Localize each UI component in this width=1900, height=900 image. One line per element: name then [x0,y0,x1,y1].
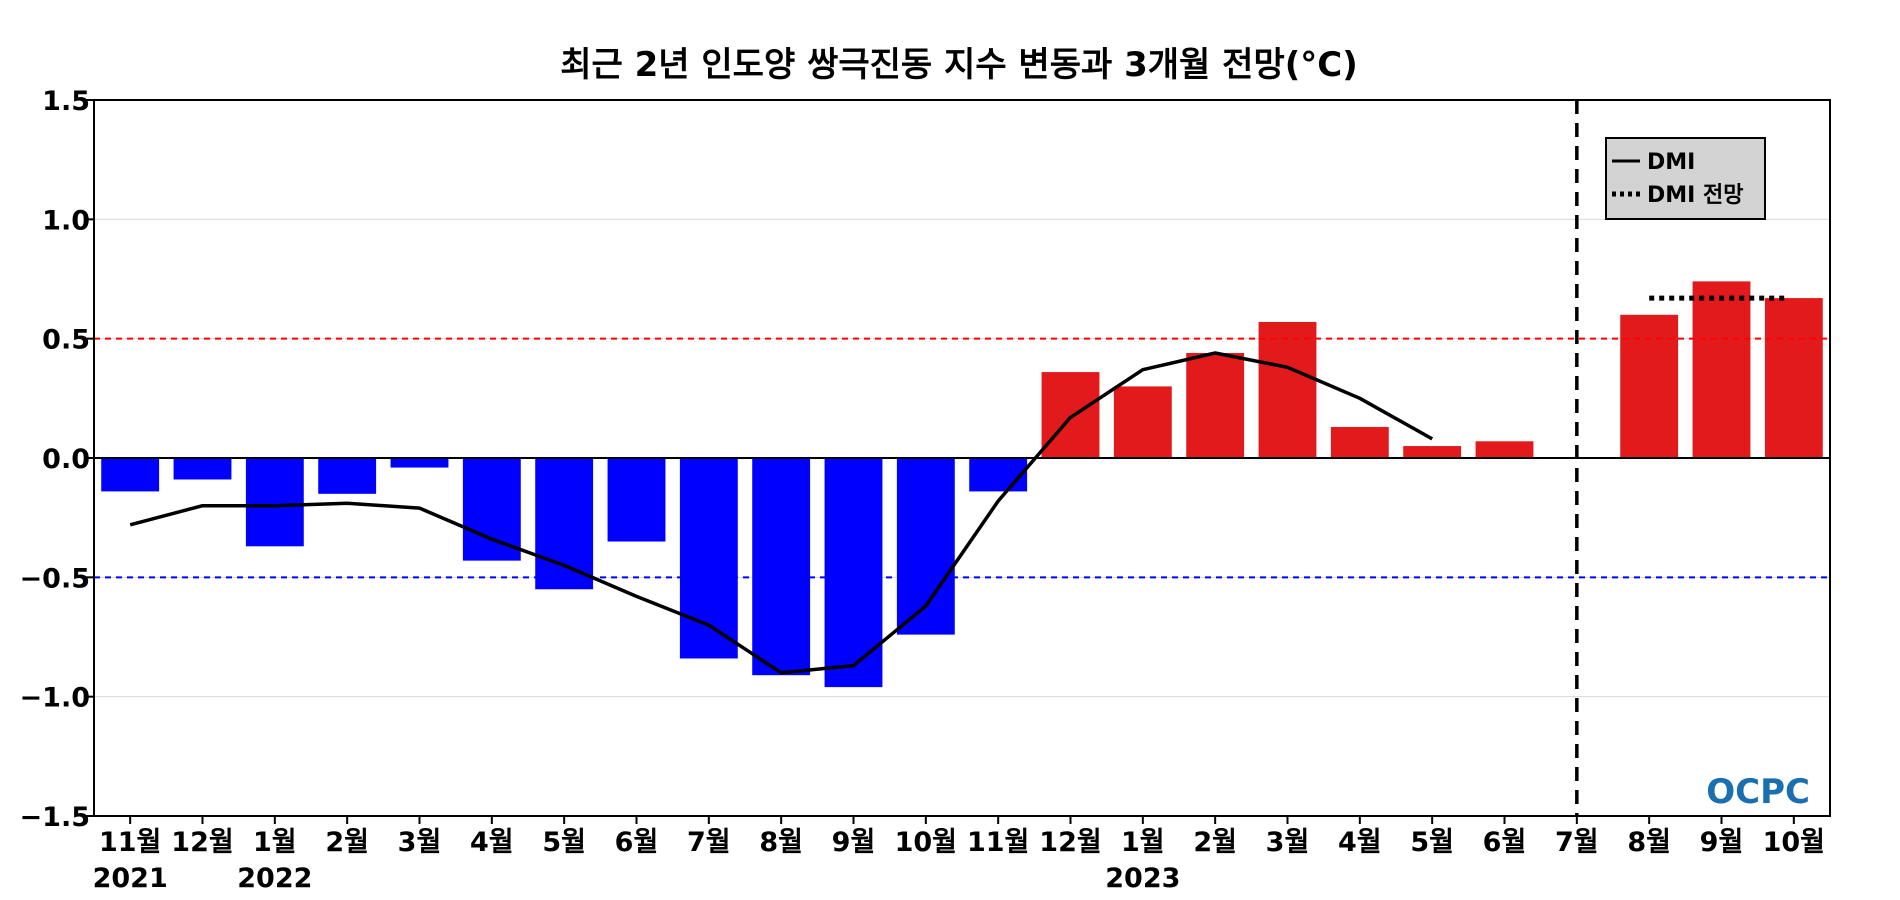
x-tick-label: 6월 [615,827,659,858]
bar-19 [1475,441,1534,458]
x-tick-label: 11월 [967,827,1029,858]
y-tick-label: 1.0 [42,205,90,236]
bar-14 [1113,386,1172,458]
bar-7 [607,458,666,542]
bar-21 [1620,314,1679,458]
y-tick-label: −1.5 [20,802,90,833]
x-tick-label: 5월 [1410,827,1454,858]
x-tick-label: 7월 [1555,827,1599,858]
bar-17 [1330,426,1389,458]
x-tick-label: 5월 [542,827,586,858]
bar-13 [1041,372,1100,458]
bar-4 [390,458,449,468]
legend: DMI DMI 전망 [1605,137,1766,220]
x-tick-label: 11월 [99,827,161,858]
x-axis: 11월 12월 1월 2월 3월 4월 5월 6월 7월 8월 9월 10월 11월 12월 1월 2월 3월 4… [93,816,1825,894]
ocpc-logo: OCPC [1706,772,1810,812]
dmi-line [129,351,1434,675]
reference-lines [94,337,1830,579]
y-tick-label: −0.5 [20,563,90,594]
bar-12 [969,458,1028,492]
y-axis: 1.5 1.0 0.5 0.0 −0.5 −1.0 −1.5 [20,86,94,833]
x-year-label: 2021 [93,863,168,894]
x-tick-label: 4월 [1338,827,1382,858]
x-tick-label: 8월 [759,827,803,858]
bar-0 [101,458,160,492]
x-tick-label: 1월 [253,827,297,858]
y-tick-label: 0.5 [42,325,90,356]
bar-22 [1692,281,1751,458]
dmi-lines [129,295,1788,675]
x-tick-label: 1월 [1121,827,1165,858]
x-tick-label: 2월 [1193,827,1237,858]
legend-label-dmi-forecast: DMI 전망 [1647,183,1743,208]
bar-23 [1764,298,1823,458]
x-tick-label: 12월 [1039,827,1101,858]
legend-box [1605,137,1766,220]
x-tick-label: 3월 [398,827,442,858]
chart-title: 최근 2년 인도양 쌍극진동 지수 변동과 3개월 전망(°C) [560,45,1358,85]
x-tick-label: 12월 [171,827,233,858]
bars [101,281,1823,688]
bar-15 [1186,352,1245,458]
y-tick-label: −1.0 [20,683,90,714]
x-tick-label: 3월 [1266,827,1310,858]
bar-3 [318,458,377,494]
bar-1 [173,458,232,480]
bar-18 [1403,446,1462,458]
bar-10 [824,458,883,688]
x-tick-label: 2월 [325,827,369,858]
bar-9 [752,458,811,676]
bar-5 [462,458,521,561]
bar-8 [679,458,738,659]
x-tick-label: 9월 [1700,827,1744,858]
x-tick-label: 7월 [687,827,731,858]
bar-2 [245,458,304,547]
x-tick-label: 10월 [895,827,957,858]
x-tick-label: 10월 [1763,827,1825,858]
y-tick-label: 1.5 [42,86,90,117]
y-tick-label: 0.0 [42,444,90,475]
x-year-label: 2022 [237,863,312,894]
x-year-label: 2023 [1105,863,1180,894]
logo-text: OCPC [1706,772,1810,812]
x-tick-label: 6월 [1483,827,1527,858]
x-tick-label: 9월 [832,827,876,858]
x-tick-label: 8월 [1627,827,1671,858]
x-tick-label: 4월 [470,827,514,858]
bar-6 [535,458,594,590]
legend-label-dmi: DMI [1647,150,1695,175]
bar-16 [1258,321,1317,458]
